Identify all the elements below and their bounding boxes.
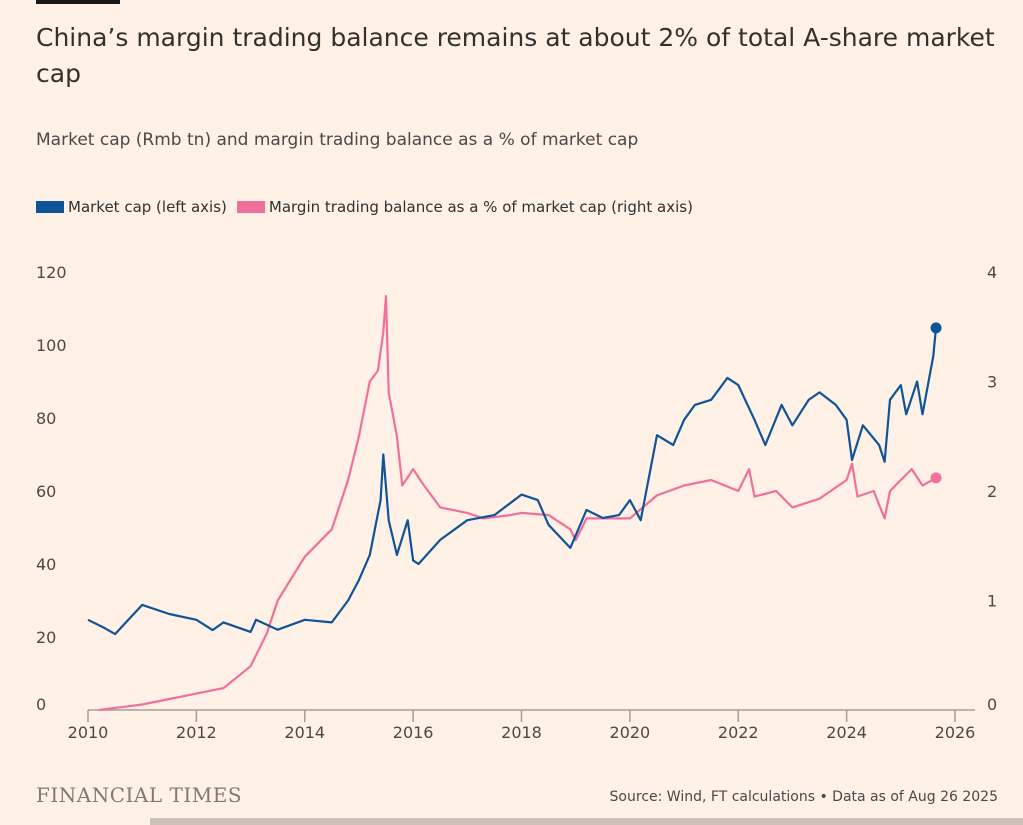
y-right-tick-label: 1 [987, 592, 997, 611]
legend-swatch-market-cap [36, 201, 64, 213]
y-left-tick-label: 60 [36, 482, 56, 501]
legend-label: Market cap (left axis) [68, 198, 227, 216]
series-line-margin-pct [98, 295, 937, 712]
x-tick-label: 2022 [718, 723, 759, 742]
y-left-tick-label: 120 [36, 263, 67, 282]
x-tick-label: 2014 [284, 723, 325, 742]
x-tick-label: 2024 [826, 723, 867, 742]
y-left-tick-label: 0 [36, 695, 46, 714]
legend-item-margin: Margin trading balance as a % of market … [236, 198, 693, 216]
legend: Market cap (left axis) Margin trading ba… [36, 198, 703, 216]
y-right-tick-label: 0 [987, 695, 997, 714]
y-left-tick-label: 40 [36, 555, 56, 574]
legend-label: Margin trading balance as a % of market … [268, 198, 693, 216]
x-tick-label: 2020 [610, 723, 651, 742]
y-right-tick-label: 3 [987, 373, 997, 392]
chart-title: China’s margin trading balance remains a… [36, 23, 995, 88]
top-accent-bar [36, 0, 120, 4]
x-tick-label: 2018 [501, 723, 542, 742]
x-tick-label: 2010 [68, 723, 109, 742]
series-end-dot-margin-pct [930, 472, 942, 484]
source-note: Source: Wind, FT calculations • Data as … [609, 789, 998, 805]
legend-swatch-margin [236, 201, 265, 213]
x-tick-label: 2016 [393, 723, 434, 742]
x-tick-label: 2026 [935, 723, 976, 742]
chart-subtitle: Market cap (Rmb tn) and margin trading b… [36, 130, 639, 150]
ft-logo: FINANCIAL TIMES [36, 783, 243, 807]
x-tick-label: 2012 [176, 723, 217, 742]
y-left-tick-label: 80 [36, 409, 56, 428]
series-end-dot-market-cap [930, 322, 942, 334]
y-right-tick-label: 4 [987, 263, 997, 282]
y-left-tick-label: 100 [36, 336, 67, 355]
legend-item-market-cap: Market cap (left axis) [36, 198, 227, 216]
series-line-market-cap [87, 327, 938, 636]
bottom-bar [150, 818, 1023, 825]
y-left-tick-label: 20 [36, 628, 56, 647]
y-right-tick-label: 2 [987, 482, 997, 501]
